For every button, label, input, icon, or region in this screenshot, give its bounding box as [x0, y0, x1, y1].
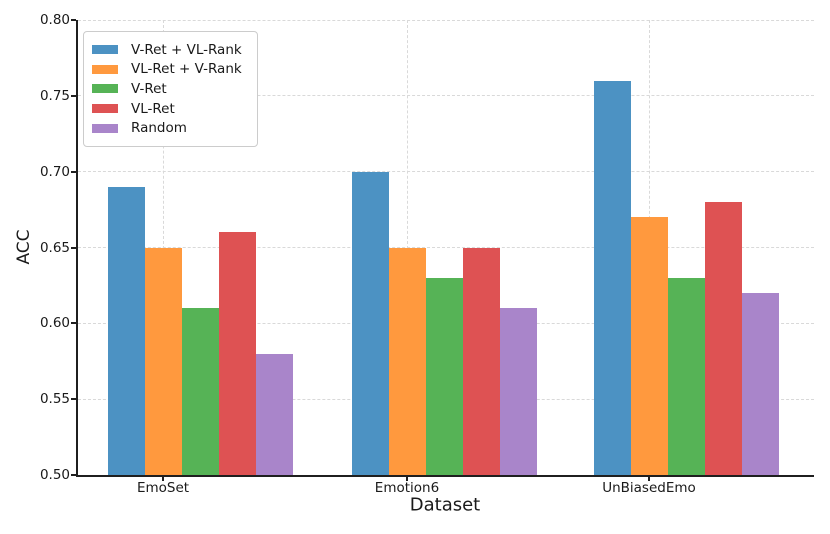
plot-area: V-Ret + VL-Rank VL-Ret + V-Rank V-Ret VL-Re… — [76, 19, 814, 477]
x-tick-mark — [162, 477, 164, 481]
y-tick-label: 0.80 — [39, 12, 70, 28]
y-tick-label: 0.75 — [39, 87, 70, 104]
bar — [667, 277, 705, 475]
legend-item: Random — [92, 118, 247, 138]
x-tick-label: EmoSet — [136, 480, 190, 496]
legend-swatch-icon — [92, 104, 118, 114]
bar — [218, 232, 256, 475]
bar — [630, 217, 668, 475]
legend-label: V-Ret + VL-Rank — [131, 41, 242, 58]
y-tick-label: 0.55 — [39, 391, 70, 408]
y-tick-mark — [71, 322, 76, 325]
y-tick-label: 0.65 — [39, 239, 70, 256]
bar — [144, 247, 182, 475]
bar — [499, 308, 537, 475]
legend-label: Random — [131, 120, 187, 137]
gridline-h — [78, 95, 814, 97]
legend-label: VL-Ret + V-Rank — [131, 61, 242, 78]
legend-item: VL-Ret + V-Rank — [92, 60, 247, 80]
bar — [388, 247, 426, 475]
legend-item: VL-Ret — [92, 99, 247, 119]
legend: V-Ret + VL-Rank VL-Ret + V-Rank V-Ret VL-Re… — [83, 31, 258, 147]
legend-swatch-icon — [92, 45, 118, 55]
x-tick-mark — [648, 477, 650, 481]
legend-item: V-Ret — [92, 79, 247, 99]
y-tick-mark — [71, 19, 76, 21]
legend-swatch-icon — [92, 123, 118, 133]
x-axis-label: Dataset — [409, 494, 481, 516]
legend-swatch-icon — [92, 64, 118, 74]
y-tick-mark — [71, 398, 76, 401]
bar — [741, 293, 779, 475]
x-tick-mark — [406, 477, 408, 481]
bar — [181, 308, 219, 475]
bar — [255, 353, 293, 475]
legend-swatch-icon — [92, 84, 118, 94]
y-tick-mark — [71, 474, 76, 476]
x-tick-label: Emotion6 — [374, 480, 440, 496]
y-tick-label: 0.50 — [39, 467, 70, 483]
bar — [425, 277, 463, 475]
bar — [107, 186, 145, 475]
y-tick-label: 0.60 — [39, 315, 70, 332]
gridline-h — [78, 247, 814, 248]
y-tick-mark — [71, 246, 76, 249]
bar — [462, 247, 500, 475]
legend-item: V-Ret + VL-Rank — [92, 40, 247, 60]
y-axis-label: ACC — [14, 229, 34, 265]
bar — [593, 80, 631, 475]
y-tick-mark — [71, 170, 76, 173]
bar — [351, 171, 389, 475]
gridline-h — [78, 19, 814, 21]
y-tick-label: 0.70 — [39, 163, 70, 180]
legend-label: VL-Ret — [131, 100, 175, 117]
bar — [704, 202, 742, 475]
legend-label: V-Ret — [131, 80, 167, 97]
gridline-h — [78, 171, 814, 173]
x-tick-label: UnBiasedEmo — [602, 480, 696, 496]
y-tick-mark — [71, 94, 76, 97]
